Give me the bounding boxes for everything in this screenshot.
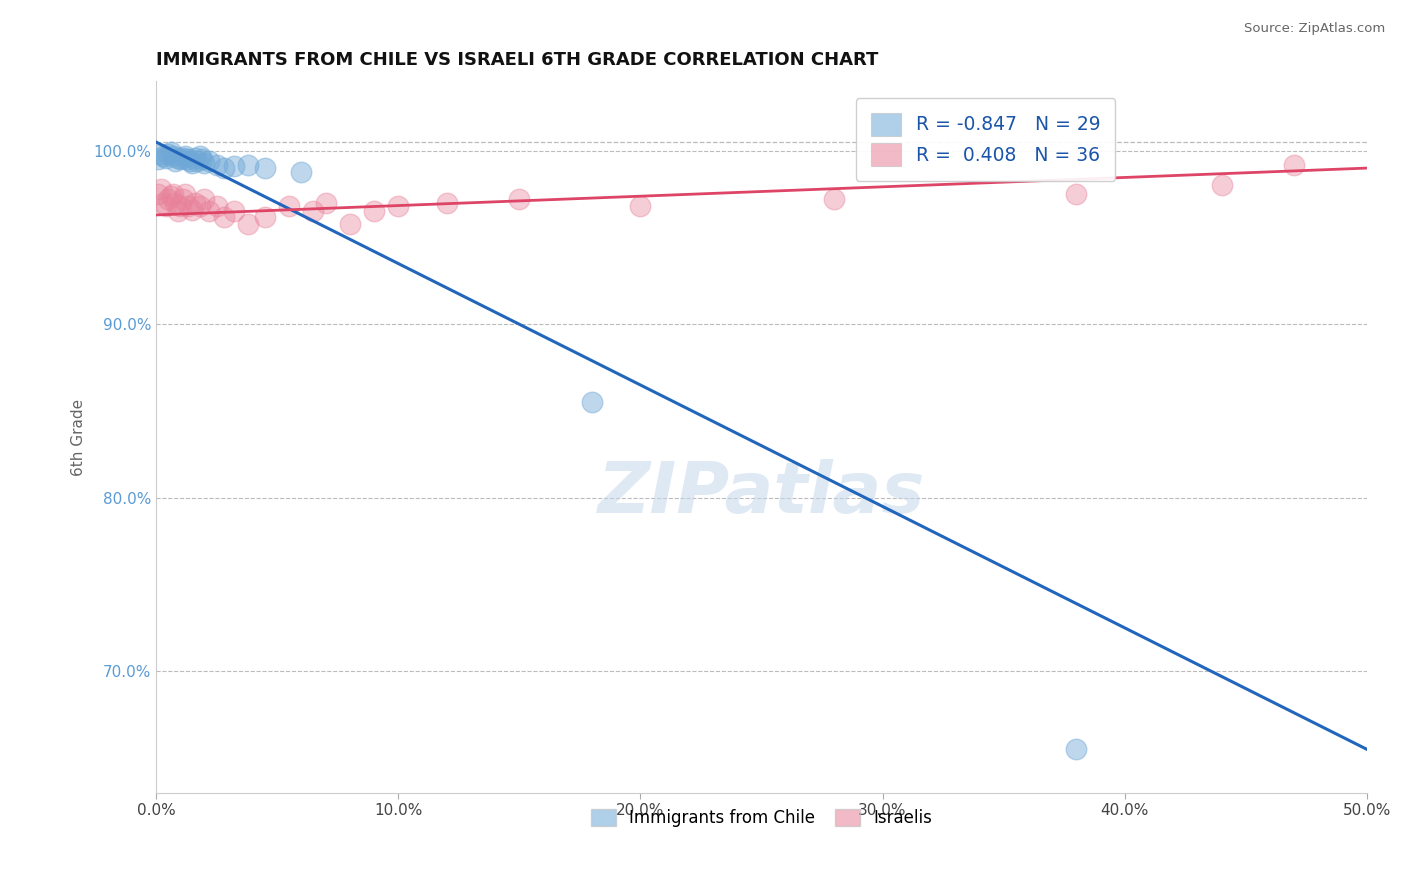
Point [1064,742,1087,756]
Point [212,210,235,224]
Point [222,204,245,219]
Point [186,154,208,169]
Point [179,154,201,169]
Point [302,204,325,219]
Y-axis label: 6th Grade: 6th Grade [72,399,86,475]
Point [159,189,181,203]
Point [149,147,172,161]
Point [1064,187,1087,202]
Point [165,154,187,169]
Point [148,153,170,167]
Point [1282,158,1305,172]
Point [157,147,180,161]
Point [149,182,172,196]
Point [169,199,191,213]
Point [176,199,198,213]
Point [148,187,170,202]
Point [363,204,385,219]
Point [166,204,188,219]
Point [152,149,174,163]
Point [162,149,184,163]
Point [436,195,458,210]
Point [1211,178,1233,193]
Text: ZIPatlas: ZIPatlas [598,459,925,528]
Point [278,199,301,213]
Point [222,159,245,173]
Point [198,154,221,169]
Point [823,192,845,206]
Point [387,199,409,213]
Point [181,202,204,217]
Point [212,161,235,175]
Point [628,199,651,213]
Point [205,158,228,172]
Point [508,192,530,206]
Point [198,204,221,219]
Point [193,192,215,206]
Text: IMMIGRANTS FROM CHILE VS ISRAELI 6TH GRADE CORRELATION CHART: IMMIGRANTS FROM CHILE VS ISRAELI 6TH GRA… [156,51,879,69]
Point [205,199,228,213]
Point [315,195,337,210]
Point [159,145,181,160]
Point [253,210,276,224]
Point [184,195,207,210]
Point [169,153,191,167]
Point [174,149,197,163]
Point [236,158,259,172]
Point [176,153,198,167]
Point [181,156,204,170]
Point [166,151,188,165]
Text: Source: ZipAtlas.com: Source: ZipAtlas.com [1244,22,1385,36]
Point [184,151,207,165]
Point [155,151,177,165]
Point [165,195,187,210]
Point [172,192,194,206]
Point [162,187,184,202]
Point [339,217,361,231]
Point [193,156,215,170]
Point [172,151,194,165]
Point [236,217,259,231]
Point [581,395,603,409]
Point [157,192,180,206]
Point [191,153,214,167]
Point [155,199,177,213]
Point [188,149,211,163]
Point [152,195,174,210]
Point [290,164,312,178]
Point [174,187,197,202]
Point [188,199,211,213]
Legend: Immigrants from Chile, Israelis: Immigrants from Chile, Israelis [583,803,939,834]
Point [253,161,276,175]
